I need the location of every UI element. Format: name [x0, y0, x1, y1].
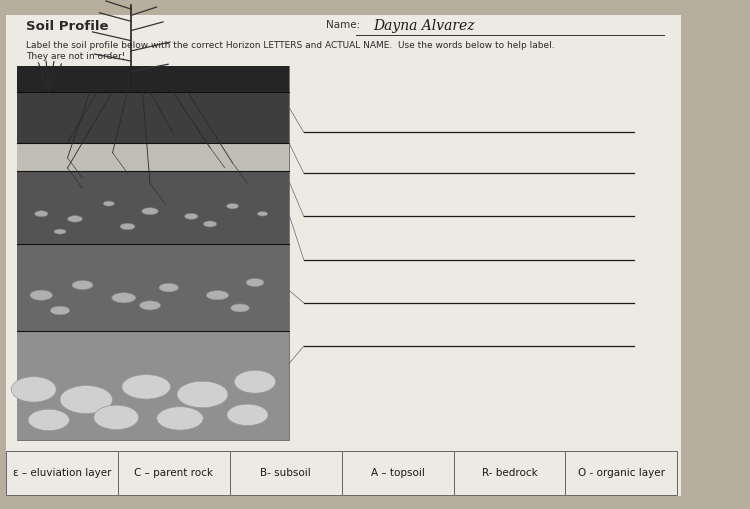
Ellipse shape [226, 204, 238, 209]
Ellipse shape [140, 301, 160, 310]
Ellipse shape [177, 381, 228, 408]
Text: O - organic layer: O - organic layer [578, 468, 664, 478]
Ellipse shape [112, 293, 136, 303]
Ellipse shape [50, 306, 70, 315]
Text: They are not in order!: They are not in order! [26, 52, 125, 62]
Ellipse shape [68, 216, 82, 222]
Ellipse shape [122, 375, 170, 399]
Ellipse shape [60, 386, 112, 413]
Ellipse shape [231, 304, 249, 312]
Ellipse shape [94, 405, 139, 430]
FancyBboxPatch shape [16, 244, 289, 331]
Text: R- bedrock: R- bedrock [482, 468, 537, 478]
FancyBboxPatch shape [230, 451, 341, 495]
Ellipse shape [103, 201, 114, 206]
Ellipse shape [159, 283, 178, 292]
Text: Soil Profile: Soil Profile [26, 20, 109, 34]
Ellipse shape [257, 212, 268, 216]
FancyBboxPatch shape [118, 451, 230, 495]
Ellipse shape [54, 229, 66, 234]
Ellipse shape [72, 280, 93, 290]
Ellipse shape [30, 290, 52, 300]
Ellipse shape [234, 371, 276, 393]
Ellipse shape [206, 291, 229, 300]
Ellipse shape [157, 407, 203, 430]
Text: ε – eluviation layer: ε – eluviation layer [13, 468, 111, 478]
FancyBboxPatch shape [16, 171, 289, 244]
Ellipse shape [142, 208, 158, 215]
Text: Name:: Name: [326, 20, 361, 31]
FancyBboxPatch shape [566, 451, 677, 495]
Ellipse shape [226, 404, 268, 426]
FancyBboxPatch shape [16, 331, 289, 440]
Ellipse shape [184, 213, 198, 219]
Text: A – topsoil: A – topsoil [370, 468, 424, 478]
FancyBboxPatch shape [6, 451, 118, 495]
FancyBboxPatch shape [16, 92, 289, 143]
Ellipse shape [11, 377, 56, 402]
Text: C – parent rock: C – parent rock [134, 468, 213, 478]
Text: Label the soil profile below with the correct Horizon LETTERS and ACTUAL NAME.  : Label the soil profile below with the co… [26, 41, 555, 50]
Ellipse shape [246, 278, 264, 287]
FancyBboxPatch shape [16, 66, 289, 92]
Ellipse shape [34, 211, 48, 217]
Text: Dayna Alvarez: Dayna Alvarez [374, 19, 475, 34]
Ellipse shape [28, 409, 69, 431]
FancyBboxPatch shape [341, 451, 454, 495]
Text: B- subsoil: B- subsoil [260, 468, 311, 478]
FancyBboxPatch shape [6, 15, 681, 496]
FancyBboxPatch shape [16, 143, 289, 171]
FancyBboxPatch shape [16, 66, 289, 440]
FancyBboxPatch shape [454, 451, 566, 495]
Ellipse shape [203, 221, 217, 227]
Ellipse shape [120, 223, 135, 230]
